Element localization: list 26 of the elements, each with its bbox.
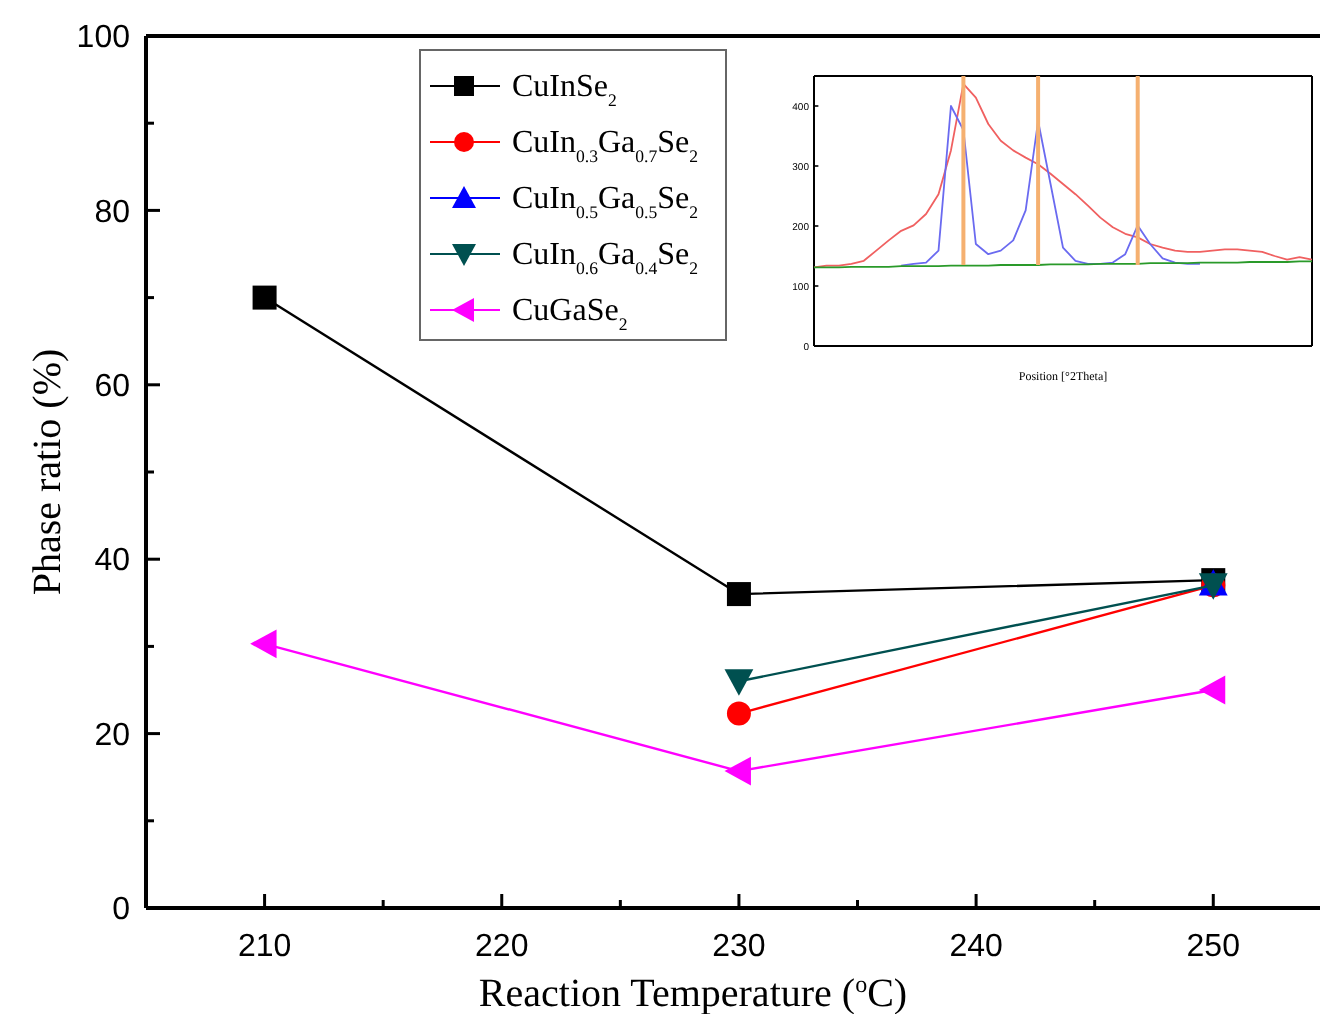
point (252, 285, 277, 310)
y-axis-title: Phase ratio (%) (26, 348, 70, 596)
y-tick-label: 0 (112, 893, 131, 928)
point (724, 756, 751, 786)
legend-label: CuIn$_{0.5}$Ga$_{0.5}$Se$_{2}$ (512, 182, 699, 222)
point (726, 582, 751, 607)
line-series (813, 82, 1313, 269)
legend-label: CuIn$_{0.6}$Ga$_{0.4}$Se$_{2}$ (512, 238, 699, 278)
y-tick-label: 100 (76, 21, 131, 56)
y-tick-label: 80 (94, 195, 131, 230)
x-tick-label: 240 (949, 930, 1003, 964)
x-tick-label: 220 (475, 930, 529, 964)
legend-label: CuInSe$_{2}$ (512, 70, 617, 110)
y-tick-label: 40 (94, 544, 131, 579)
y-tick-label: 20 (94, 718, 131, 753)
x-tick-label: 210 (237, 930, 292, 964)
x-tick-label: 250 (1186, 930, 1241, 964)
line-series (900, 105, 1201, 267)
x-axis-title: Reaction Temperature ($^{o}$C) (478, 970, 908, 1014)
x-tick-label: 230 (712, 930, 766, 964)
legend-label: CuGaSe$_{2}$ (512, 294, 628, 334)
y-tick-label: 60 (94, 370, 131, 404)
point (250, 629, 277, 659)
point (1198, 675, 1226, 705)
legend-label: CuIn$_{0.3}$Ga$_{0.7}$Se$_{2}$ (512, 126, 699, 166)
point (726, 701, 751, 726)
